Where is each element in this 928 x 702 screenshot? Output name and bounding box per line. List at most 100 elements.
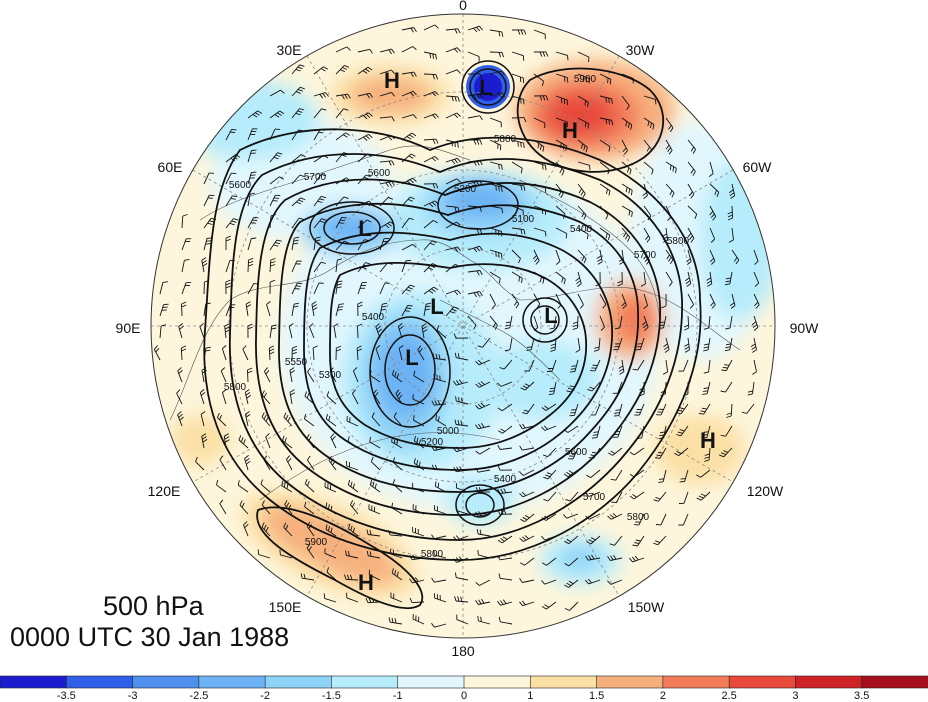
contour-label: 5700	[583, 492, 606, 503]
wind-barb-feather	[627, 123, 630, 129]
wind-barb-staff	[467, 315, 477, 326]
wind-barb-feather	[432, 139, 436, 144]
wind-barb-staff	[618, 403, 623, 416]
wind-barb-feather	[479, 228, 483, 234]
wind-barb-feather	[424, 308, 430, 311]
wind-barb-feather	[300, 573, 303, 579]
wind-barb-staff	[247, 172, 252, 185]
wind-barb-staff	[577, 161, 590, 166]
wind-barb-feather	[369, 479, 373, 486]
wind-barb-feather	[586, 541, 592, 545]
high-atlantic-marker: H	[562, 118, 578, 143]
wind-barb-feather	[526, 349, 532, 351]
wind-barb-feather	[281, 480, 284, 486]
wind-barb-feather	[391, 160, 395, 166]
wind-barb-feather	[481, 598, 485, 604]
wind-barb-feather	[545, 95, 549, 101]
wind-barb-feather	[243, 521, 248, 526]
wind-barb-staff	[335, 152, 344, 163]
wind-barb-feather	[501, 208, 504, 214]
wind-barb-feather	[431, 446, 435, 451]
wind-barb-staff	[201, 260, 205, 273]
wind-barb-feather	[722, 366, 728, 369]
wind-barb-staff	[599, 315, 606, 328]
wind-barb-feather	[572, 327, 578, 331]
wind-barb-staff	[683, 491, 689, 504]
wind-barb-feather	[607, 77, 609, 84]
wind-barb-feather	[357, 348, 362, 352]
wind-barb-staff	[242, 349, 249, 361]
wind-barb-feather	[522, 423, 526, 429]
wind-barb-staff	[555, 227, 567, 234]
wind-barb-staff	[289, 370, 293, 383]
wind-barb-feather	[428, 290, 434, 294]
wind-barb-feather	[261, 522, 265, 528]
wind-barb-feather	[374, 483, 377, 489]
wind-barb-feather	[555, 260, 561, 265]
wind-barb-feather	[498, 252, 500, 258]
wind-barb-staff	[456, 487, 469, 493]
wind-barb-feather	[246, 304, 252, 308]
wind-barb-staff	[554, 315, 557, 328]
wind-barb-staff	[522, 491, 535, 498]
wind-barb-feather	[605, 97, 607, 103]
wind-barb-staff	[528, 359, 535, 372]
wind-barb-feather	[521, 600, 526, 606]
wind-barb-staff	[379, 69, 392, 75]
wind-barb-staff	[265, 436, 271, 449]
wind-barb-feather	[454, 48, 459, 53]
wind-barb-feather	[478, 423, 482, 429]
wind-barb-feather	[475, 405, 480, 410]
wind-barb-feather	[287, 416, 291, 422]
wind-barb-feather	[422, 329, 428, 333]
wind-barb-feather	[408, 217, 415, 220]
wind-barb-feather	[709, 210, 714, 216]
colorbar-swatch	[65, 675, 134, 689]
wind-barb-staff	[632, 557, 645, 563]
wind-barb-feather	[437, 399, 441, 405]
wind-barb-staff	[456, 577, 469, 581]
wind-barb-feather	[684, 346, 690, 350]
wind-barb-feather	[287, 458, 292, 463]
wind-barb-feather	[368, 112, 373, 117]
wind-barb-feather	[480, 381, 485, 386]
wind-barb-staff	[533, 227, 546, 232]
wind-barb-feather	[632, 368, 638, 371]
wind-barb-staff	[509, 337, 513, 350]
wind-barb-staff	[357, 239, 365, 251]
wind-barb-feather	[689, 304, 694, 309]
wind-barb-feather	[315, 236, 321, 239]
wind-barb-feather	[542, 51, 546, 57]
wind-barb-staff	[398, 348, 403, 361]
wind-barb-staff	[269, 176, 280, 185]
wind-barb-feather	[454, 572, 457, 578]
wind-barb-feather	[451, 159, 456, 165]
wind-barb-feather	[668, 281, 673, 287]
wind-barb-feather	[311, 301, 317, 305]
wind-barb-staff	[456, 447, 469, 453]
wind-barb-feather	[279, 110, 285, 115]
wind-barb-feather	[434, 113, 439, 118]
wind-barb-staff	[523, 469, 535, 476]
wind-barb-feather	[270, 214, 276, 217]
wind-barb-feather	[412, 554, 416, 560]
wind-barb-feather	[244, 389, 250, 393]
wind-barb-feather	[665, 144, 670, 150]
wind-barb-staff	[753, 315, 759, 328]
wind-barb-feather	[366, 529, 369, 535]
wind-barb-staff	[269, 89, 281, 97]
contour-label: 5400	[494, 474, 517, 485]
wind-barb-feather	[505, 324, 511, 327]
wind-barb-feather	[455, 557, 460, 562]
wind-barb-feather	[491, 304, 496, 309]
wind-barb-feather	[609, 543, 615, 546]
wind-barb-feather	[291, 351, 297, 355]
wind-barb-staff	[379, 180, 392, 185]
wind-barb-staff	[401, 243, 413, 251]
wind-barb-staff	[423, 156, 435, 163]
wind-barb-feather	[347, 436, 350, 442]
wind-barb-feather	[520, 168, 523, 174]
wind-barb-feather	[336, 286, 342, 289]
wind-barb-feather	[365, 174, 371, 178]
wind-barb-feather	[328, 455, 332, 461]
